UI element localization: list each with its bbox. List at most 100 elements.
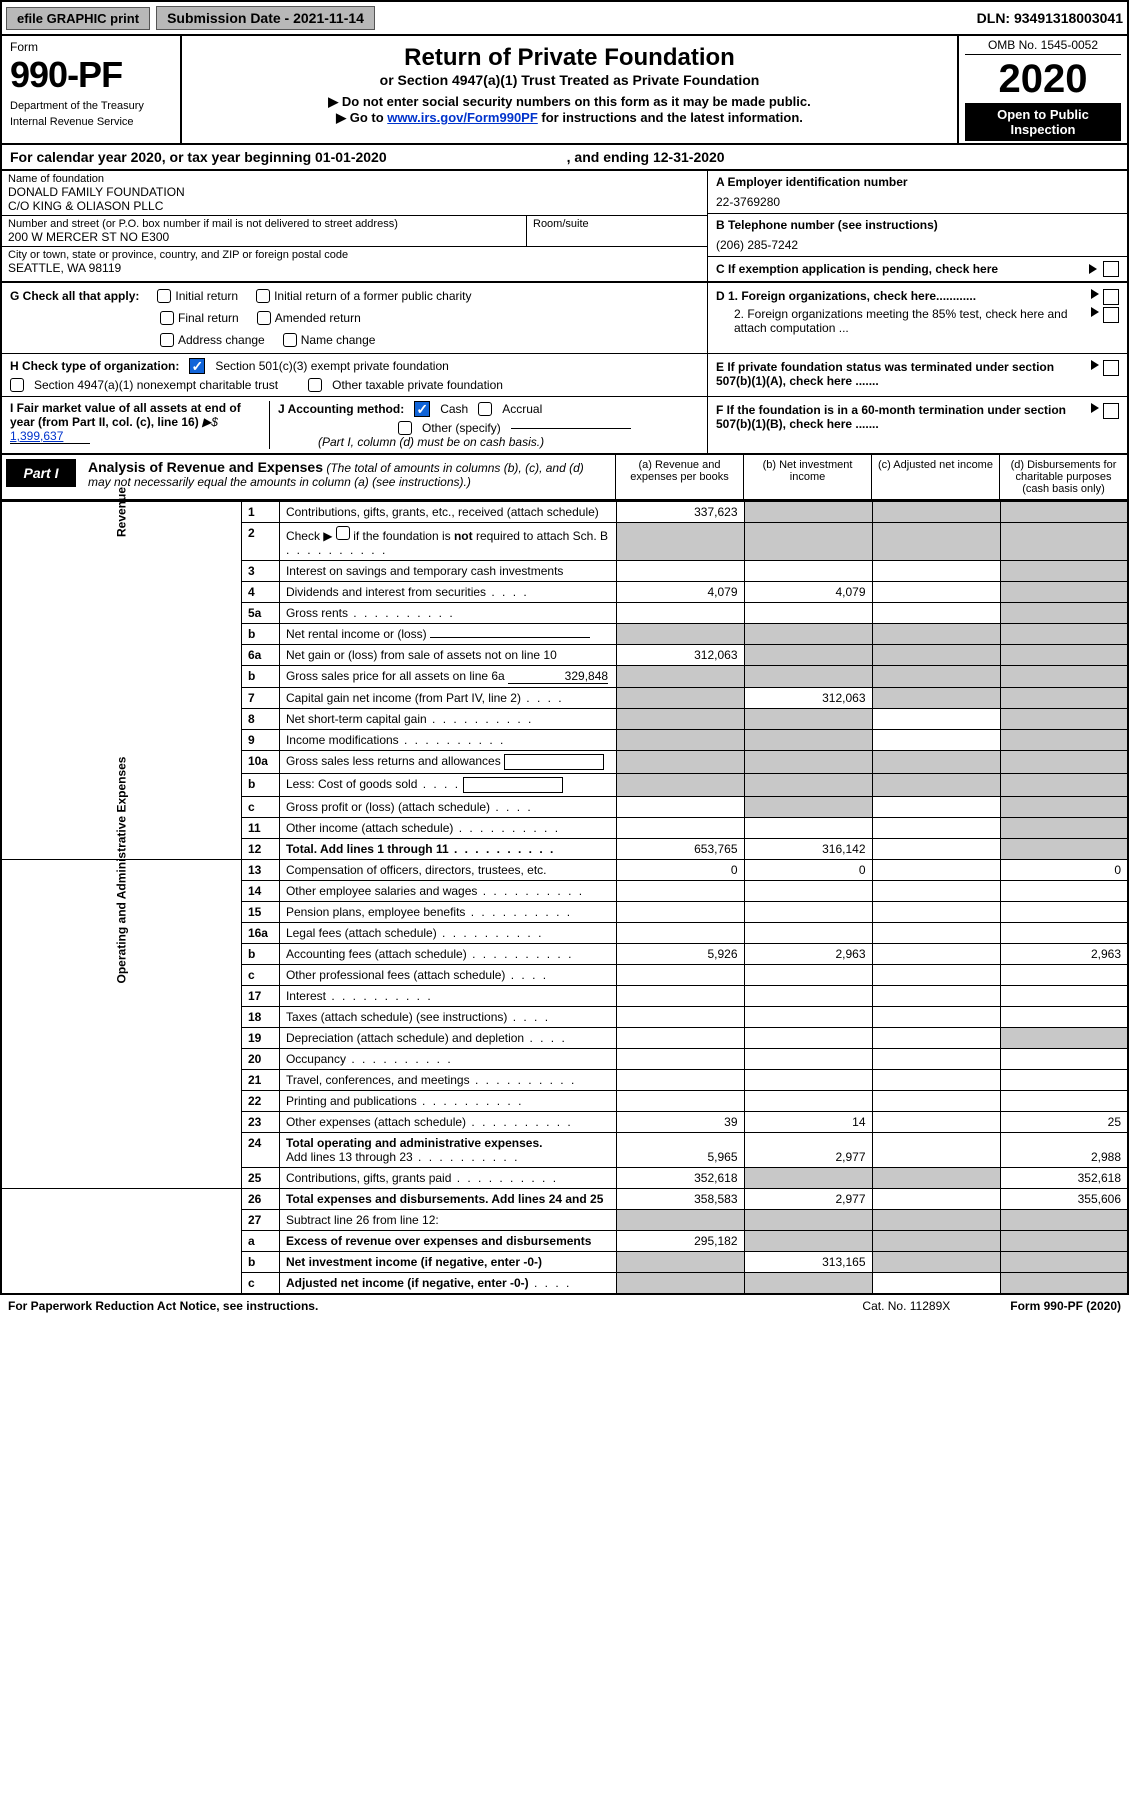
amt-a: 5,965 bbox=[616, 1133, 744, 1168]
line-desc: Net gain or (loss) from sale of assets n… bbox=[279, 645, 616, 666]
amt-c bbox=[872, 603, 1000, 624]
line-desc: Gross rents bbox=[279, 603, 616, 624]
amt-a: 5,926 bbox=[616, 944, 744, 965]
amt-b bbox=[744, 624, 872, 645]
amt-c bbox=[872, 1007, 1000, 1028]
col-d-header: (d) Disbursements for charitable purpose… bbox=[999, 455, 1127, 499]
amt-d bbox=[1000, 923, 1128, 944]
h3-checkbox[interactable] bbox=[308, 378, 322, 392]
amt-d bbox=[1000, 774, 1128, 797]
amt-b bbox=[744, 730, 872, 751]
amt-a: 4,079 bbox=[616, 582, 744, 603]
city-value: SEATTLE, WA 98119 bbox=[8, 261, 701, 275]
amt-b bbox=[744, 1028, 872, 1049]
line-desc: Interest bbox=[279, 986, 616, 1007]
j-cash-checkbox-checked[interactable]: ✓ bbox=[414, 401, 430, 417]
line-desc: Total operating and administrative expen… bbox=[279, 1133, 616, 1168]
form990pf-link[interactable]: www.irs.gov/Form990PF bbox=[387, 110, 538, 125]
g-name-checkbox[interactable] bbox=[283, 333, 297, 347]
amt-b bbox=[744, 1231, 872, 1252]
g-section: G Check all that apply: Initial return I… bbox=[0, 283, 1129, 354]
amt-d bbox=[1000, 523, 1128, 561]
g-final-checkbox[interactable] bbox=[160, 311, 174, 325]
line-num: 23 bbox=[241, 1112, 279, 1133]
g-opt-1: Initial return of a former public charit… bbox=[274, 289, 471, 303]
sch-b-checkbox[interactable] bbox=[336, 526, 350, 540]
amt-d bbox=[1000, 1231, 1128, 1252]
amt-b: 4,079 bbox=[744, 582, 872, 603]
e-checkbox[interactable] bbox=[1103, 360, 1119, 376]
room-cell: Room/suite bbox=[527, 216, 707, 247]
amt-c bbox=[872, 944, 1000, 965]
line-num: 9 bbox=[241, 730, 279, 751]
open-public-badge: Open to Public Inspection bbox=[965, 103, 1121, 141]
g-initial-checkbox[interactable] bbox=[157, 289, 171, 303]
amt-d bbox=[1000, 965, 1128, 986]
form-header: Form 990-PF Department of the Treasury I… bbox=[0, 36, 1129, 145]
amt-b: 14 bbox=[744, 1112, 872, 1133]
calendar-year-row: For calendar year 2020, or tax year begi… bbox=[0, 145, 1129, 171]
address-value: 200 W MERCER ST NO E300 bbox=[8, 230, 520, 244]
header-left: Form 990-PF Department of the Treasury I… bbox=[2, 36, 182, 143]
line-num: 7 bbox=[241, 688, 279, 709]
g-address-checkbox[interactable] bbox=[160, 333, 174, 347]
amt-a bbox=[616, 624, 744, 645]
amt-b bbox=[744, 1210, 872, 1231]
line-num: 20 bbox=[241, 1049, 279, 1070]
g-initial-former-checkbox[interactable] bbox=[256, 289, 270, 303]
c-checkbox[interactable] bbox=[1103, 261, 1119, 277]
amt-d bbox=[1000, 902, 1128, 923]
amt-a bbox=[616, 1273, 744, 1295]
d2-checkbox[interactable] bbox=[1103, 307, 1119, 323]
amt-b bbox=[744, 502, 872, 523]
line-num: b bbox=[241, 624, 279, 645]
amt-d bbox=[1000, 709, 1128, 730]
i-value-link[interactable]: 1,399,637 bbox=[10, 429, 90, 444]
r2-post: if the foundation is bbox=[353, 529, 454, 543]
g-opt-2: Final return bbox=[178, 311, 239, 325]
d1-checkbox[interactable] bbox=[1103, 289, 1119, 305]
amt-b bbox=[744, 1273, 872, 1295]
cal-end: , and ending 12-31-2020 bbox=[567, 149, 725, 165]
line-desc: Income modifications bbox=[279, 730, 616, 751]
j-other-checkbox[interactable] bbox=[398, 421, 412, 435]
j-accrual-checkbox[interactable] bbox=[478, 402, 492, 416]
expenses-sidebar: Operating and Administrative Expenses bbox=[1, 860, 241, 1189]
line-num: 26 bbox=[241, 1189, 279, 1210]
line-desc: Other income (attach schedule) bbox=[279, 818, 616, 839]
line-num: 13 bbox=[241, 860, 279, 881]
line-num: 14 bbox=[241, 881, 279, 902]
top-bar: efile GRAPHIC print Submission Date - 20… bbox=[0, 0, 1129, 36]
amt-b: 2,977 bbox=[744, 1189, 872, 1210]
amt-a bbox=[616, 730, 744, 751]
h-left: H Check type of organization: ✓ Section … bbox=[2, 354, 707, 396]
amt-c bbox=[872, 502, 1000, 523]
i-block: I Fair market value of all assets at end… bbox=[10, 401, 270, 449]
col-a-header: (a) Revenue and expenses per books bbox=[615, 455, 743, 499]
line-desc: Compensation of officers, directors, tru… bbox=[279, 860, 616, 881]
footer-right: Form 990-PF (2020) bbox=[1010, 1299, 1121, 1313]
line-desc: Other expenses (attach schedule) bbox=[279, 1112, 616, 1133]
line-num: b bbox=[241, 944, 279, 965]
f-checkbox[interactable] bbox=[1103, 403, 1119, 419]
h2-checkbox[interactable] bbox=[10, 378, 24, 392]
amt-a bbox=[616, 923, 744, 944]
amt-c bbox=[872, 818, 1000, 839]
amt-d: 352,618 bbox=[1000, 1168, 1128, 1189]
footer-left: For Paperwork Reduction Act Notice, see … bbox=[8, 1299, 318, 1313]
line-num: a bbox=[241, 1231, 279, 1252]
line-num: b bbox=[241, 774, 279, 797]
amt-a bbox=[616, 1070, 744, 1091]
note2-pre: ▶ Go to bbox=[336, 110, 387, 125]
h1-checkbox-checked[interactable]: ✓ bbox=[189, 358, 205, 374]
g-amended-checkbox[interactable] bbox=[257, 311, 271, 325]
amt-c bbox=[872, 1112, 1000, 1133]
tel-cell: B Telephone number (see instructions) (2… bbox=[708, 214, 1127, 257]
amt-b bbox=[744, 561, 872, 582]
footer-cat: Cat. No. 11289X bbox=[862, 1299, 950, 1313]
line-num: 4 bbox=[241, 582, 279, 603]
address-cell: Number and street (or P.O. box number if… bbox=[2, 216, 527, 247]
arrow-icon bbox=[1091, 307, 1099, 317]
efile-button[interactable]: efile GRAPHIC print bbox=[6, 7, 150, 30]
amt-a: 39 bbox=[616, 1112, 744, 1133]
